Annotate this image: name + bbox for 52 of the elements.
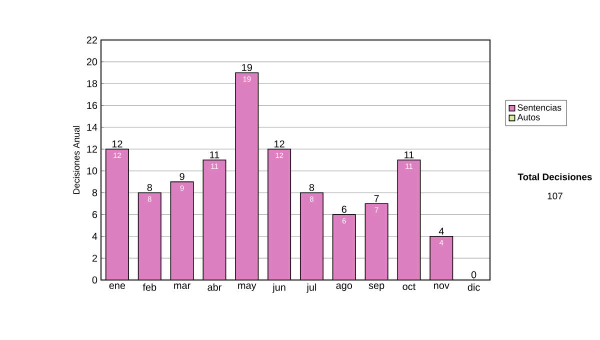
bar xyxy=(203,160,226,280)
bar xyxy=(332,214,356,280)
y-tick-label: 12 xyxy=(87,146,97,153)
text: 107 xyxy=(548,192,562,200)
bar xyxy=(236,72,258,280)
x-tick-label: mar xyxy=(174,284,190,289)
total-label: 7 xyxy=(374,195,379,202)
total-label: 9 xyxy=(180,173,184,180)
x-tick-label: jun xyxy=(272,284,286,293)
bar xyxy=(365,204,388,280)
y-tick-label: 20 xyxy=(86,58,98,66)
x-tick-label: feb xyxy=(142,284,156,291)
x-tick-label: ene xyxy=(109,284,126,289)
y-tick-label: 6 xyxy=(92,211,98,218)
x-tick-label: abr xyxy=(208,284,222,291)
total-label: 0 xyxy=(471,271,476,278)
bar xyxy=(398,160,420,280)
total-label: 11 xyxy=(210,151,220,158)
total-label: 8 xyxy=(147,184,152,192)
bar xyxy=(430,236,454,280)
total-label: 19 xyxy=(242,64,252,72)
legend-label: Sentencias xyxy=(518,104,562,111)
bar xyxy=(106,149,129,280)
total-label: 11 xyxy=(404,151,414,158)
x-tick-label: may xyxy=(238,284,256,291)
y-tick-label: 10 xyxy=(87,167,98,174)
y-tick-label: 18 xyxy=(87,80,98,88)
total-label: 6 xyxy=(342,206,346,213)
bar xyxy=(268,149,291,280)
y-tick-label: 14 xyxy=(87,124,98,131)
text: Total Decisiones xyxy=(518,173,592,180)
bar xyxy=(300,192,324,280)
y-tick-label: 22 xyxy=(86,36,97,44)
x-tick-label: oct xyxy=(402,284,416,290)
bar xyxy=(138,192,161,280)
total-label: 8 xyxy=(309,184,314,192)
y-tick-label: 8 xyxy=(92,189,98,196)
total-label: 12 xyxy=(112,140,122,148)
y-tick-label: 2 xyxy=(92,254,97,262)
x-tick-label: ago xyxy=(336,284,352,291)
legend-label: Autos xyxy=(517,114,540,120)
x-tick-label: nov xyxy=(434,284,450,289)
total-label: 12 xyxy=(274,140,284,148)
x-tick-label: sep xyxy=(368,284,384,291)
x-tick-label: dic xyxy=(468,284,480,291)
y-tick-label: 0 xyxy=(92,276,98,284)
x-tick-label: jul xyxy=(306,284,316,293)
y-tick-label: 4 xyxy=(92,232,98,240)
y-axis-title: Decisiones Anual xyxy=(72,126,80,194)
total-label: 4 xyxy=(438,228,444,235)
y-tick-label: 16 xyxy=(87,102,98,109)
bar xyxy=(170,182,194,280)
